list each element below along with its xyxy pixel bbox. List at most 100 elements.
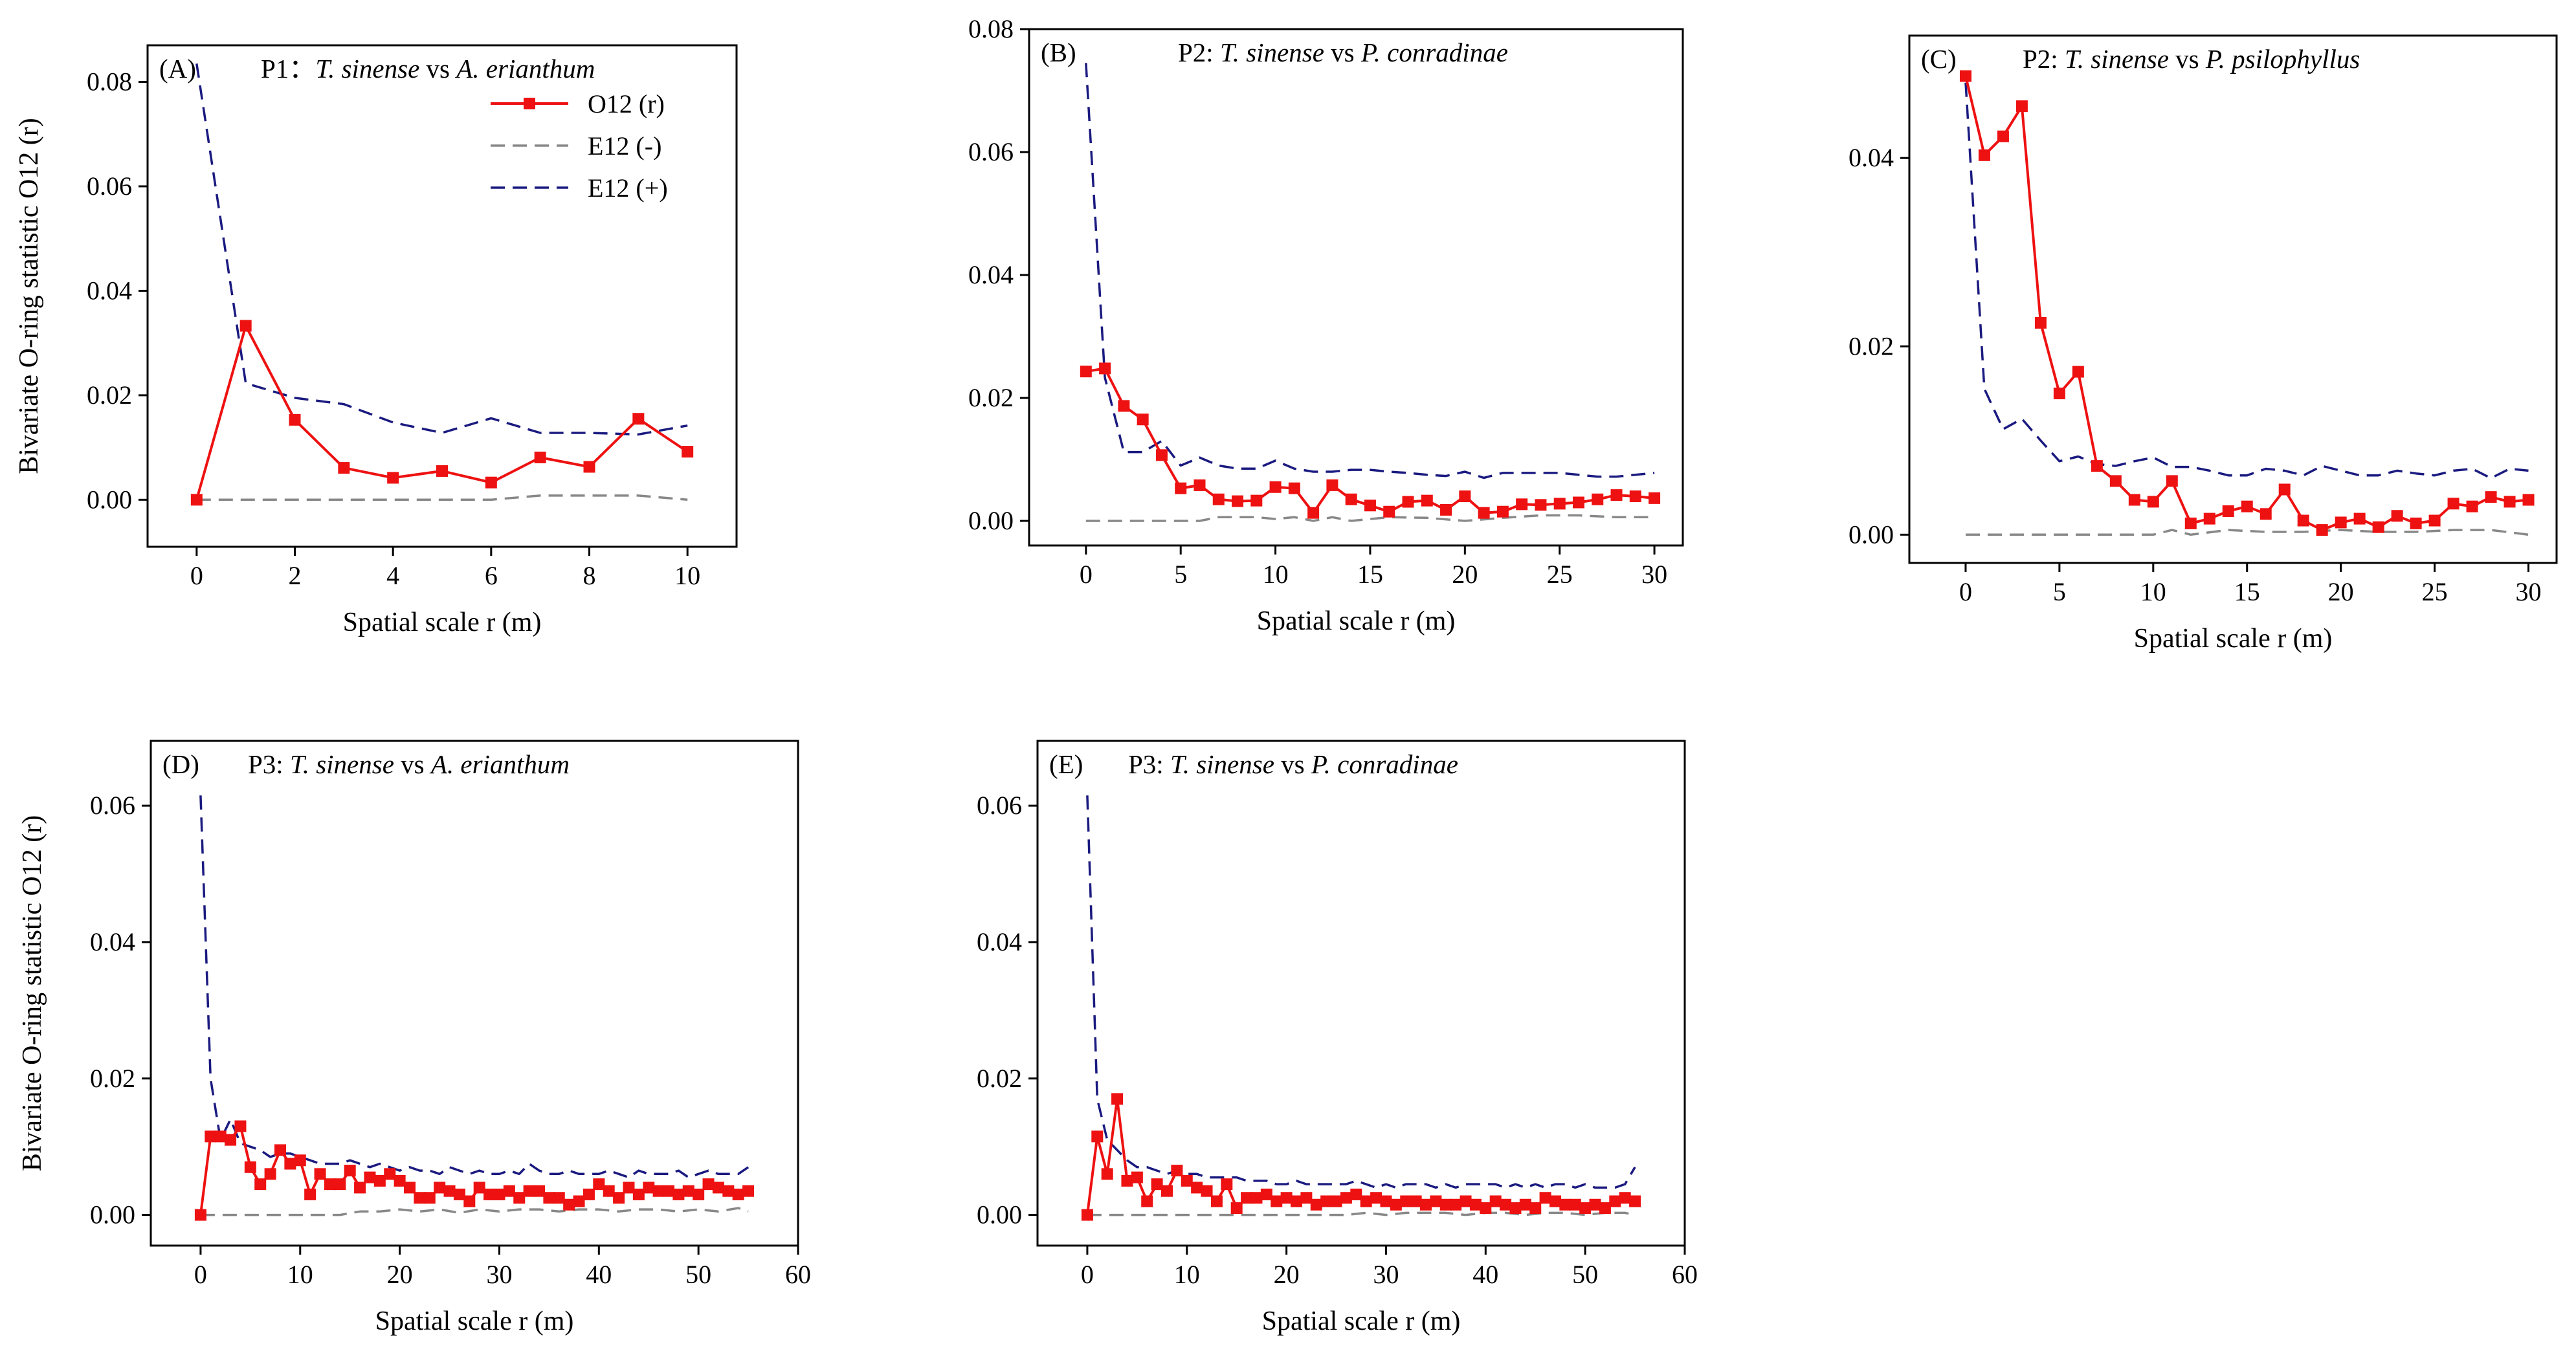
- o12-point: [1121, 1174, 1133, 1187]
- o12-point: [2353, 512, 2366, 525]
- chart-title-mid: vs: [2169, 44, 2206, 74]
- o12-point: [2222, 505, 2234, 517]
- o12-point: [1099, 362, 1111, 375]
- o12-point: [324, 1178, 336, 1191]
- o12-point: [294, 1154, 306, 1167]
- o12-point: [1460, 1195, 1472, 1207]
- o12-point: [513, 1192, 526, 1204]
- panel-label: (B): [1041, 38, 1076, 67]
- o12-point: [742, 1185, 755, 1197]
- o12-point: [284, 1158, 296, 1170]
- o12-point: [2147, 496, 2159, 508]
- o12-point: [672, 1188, 685, 1200]
- x-tick-label: 10: [674, 561, 700, 590]
- x-axis-label: Spatial scale r (m): [2134, 624, 2333, 654]
- o12-point: [1221, 1178, 1233, 1191]
- o12-point: [1161, 1185, 1173, 1197]
- x-tick-label: 20: [2328, 577, 2354, 606]
- o12-point: [1400, 1195, 1412, 1207]
- chart-title-plot: P3:: [1128, 749, 1170, 779]
- series-line-e12-plus: [1085, 63, 1655, 479]
- legend-marker: [524, 98, 535, 109]
- o12-point: [1260, 1188, 1272, 1200]
- legend-label: E12 (-): [588, 131, 661, 160]
- o12-point: [1370, 1192, 1382, 1204]
- o12-point: [1489, 1195, 1502, 1207]
- o12-point: [1137, 413, 1149, 426]
- chart-title-mid: vs: [394, 749, 431, 779]
- o12-point: [553, 1192, 565, 1204]
- y-tick-label: 0.00: [87, 485, 132, 514]
- o12-point: [1345, 493, 1357, 505]
- o12-point: [2091, 460, 2103, 472]
- chart-title-plot: P2:: [2023, 44, 2065, 74]
- x-tick-label: 60: [1672, 1260, 1698, 1289]
- chart-title: P1：T. sinense vs A. erianthum: [261, 54, 595, 83]
- o12-point: [1549, 1195, 1561, 1207]
- o12-point: [364, 1171, 376, 1183]
- plot-frame: [1908, 34, 2558, 564]
- x-tick-label: 2: [289, 561, 302, 590]
- o12-point: [1420, 1198, 1432, 1211]
- series-line-o12: [1085, 367, 1655, 514]
- x-tick-label: 5: [1174, 560, 1187, 589]
- o12-point: [1280, 1192, 1293, 1204]
- y-tick-label: 0.08: [968, 14, 1014, 43]
- y-tick-label: 0.06: [977, 791, 1022, 820]
- chart-title-sp2: A. erianthum: [429, 749, 570, 779]
- o12-point: [1559, 1198, 1571, 1211]
- chart-panel-d: 0 10 20 30 40 50 60 0.00 0.02 0.04 0.06 Spatial sca…: [17, 740, 811, 1336]
- o12-point: [1307, 507, 1320, 519]
- x-tick-label: 0: [194, 1260, 207, 1289]
- x-axis-label: Spatial scale r (m): [1257, 606, 1456, 636]
- o12-point: [2184, 517, 2197, 529]
- panel-label: (D): [162, 749, 199, 779]
- o12-point: [2391, 510, 2403, 522]
- o12-point: [225, 1134, 237, 1146]
- o12-point: [453, 1188, 465, 1200]
- x-tick-label: 40: [1472, 1260, 1498, 1289]
- o12-point: [1210, 1195, 1223, 1207]
- x-tick-label: 30: [486, 1260, 512, 1289]
- o12-point: [1118, 400, 1130, 412]
- o12-point: [2034, 316, 2047, 329]
- o12-point: [436, 465, 448, 477]
- o12-point: [1155, 449, 1168, 461]
- o12-point: [2504, 496, 2516, 508]
- series-line-e12-minus: [196, 494, 688, 501]
- o12-point: [1519, 1198, 1531, 1211]
- x-axis-label: Spatial scale r (m): [375, 1306, 574, 1336]
- o12-point: [2053, 388, 2065, 400]
- o12-point: [583, 461, 595, 473]
- series-line-e12-minus: [1087, 1211, 1636, 1216]
- o12-point: [722, 1185, 735, 1197]
- x-tick-label: 20: [1274, 1260, 1300, 1289]
- o12-point: [423, 1192, 436, 1204]
- o12-point: [603, 1185, 615, 1197]
- o12-point: [254, 1178, 267, 1191]
- o12-point: [702, 1178, 715, 1191]
- o12-point: [1997, 130, 2009, 142]
- o12-point: [593, 1178, 605, 1191]
- x-tick-label: 25: [1547, 560, 1573, 589]
- chart-title-plot: P1：: [261, 54, 315, 83]
- x-tick-label: 20: [387, 1260, 413, 1289]
- y-tick-label: 0.06: [90, 791, 135, 820]
- o12-point: [1478, 507, 1490, 519]
- o12-point: [1609, 1195, 1621, 1207]
- chart-panel-e: 0 10 20 30 40 50 60 0.00 0.02 0.04 0.06 Spatial sca…: [977, 740, 1698, 1336]
- o12-point: [2128, 494, 2140, 506]
- chart-title-mid: vs: [419, 54, 456, 83]
- o12-point: [1439, 1198, 1452, 1211]
- x-tick-label: 30: [2516, 577, 2542, 606]
- chart-title-mid: vs: [1324, 38, 1361, 67]
- o12-point: [2015, 100, 2028, 113]
- o12-point: [632, 1188, 645, 1200]
- x-tick-label: 0: [190, 561, 203, 590]
- o12-point: [1480, 1202, 1492, 1215]
- o12-point: [1091, 1130, 1104, 1143]
- o12-point: [1269, 481, 1282, 493]
- o12-point: [1529, 1202, 1542, 1215]
- o12-point: [190, 494, 203, 506]
